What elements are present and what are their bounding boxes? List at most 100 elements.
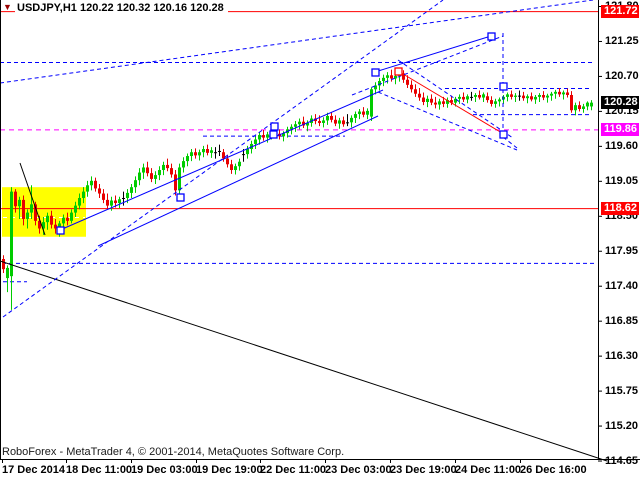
candle-body (482, 94, 485, 98)
candle-body (202, 149, 205, 153)
candle-body (330, 115, 333, 120)
trendline[interactable] (19, 162, 46, 236)
candle-body (358, 111, 361, 115)
trendline[interactable] (351, 35, 504, 96)
candle-body (546, 95, 549, 98)
candle-body (262, 135, 265, 138)
candle-body (438, 101, 441, 105)
candle-body (30, 204, 33, 213)
candle-body (522, 95, 525, 99)
anchor-square-handle[interactable] (56, 226, 65, 235)
candle-body (534, 96, 537, 100)
candle-body (178, 167, 181, 191)
candle-body (542, 94, 545, 98)
candle-body (142, 167, 145, 173)
candle-body (94, 180, 97, 189)
candle-body (114, 200, 117, 204)
candle-body (498, 99, 501, 102)
trendline[interactable] (0, 0, 594, 84)
candle-body (222, 152, 225, 159)
trendline[interactable] (0, 260, 608, 462)
candle-body (530, 96, 533, 100)
candle-body (326, 115, 329, 121)
candle-body (374, 85, 377, 90)
candle-body (234, 166, 237, 171)
candle-body (182, 161, 185, 168)
time-tick-label: 24 Dec 11:00 (455, 464, 522, 476)
candle-body (478, 94, 481, 98)
candle-body (586, 102, 589, 107)
candle-body (42, 222, 45, 229)
symbol-dropdown-arrow-icon[interactable]: ▼ (3, 2, 12, 12)
candle-body (86, 185, 89, 192)
candle-body (402, 73, 405, 80)
candle-body (82, 191, 85, 198)
candle-body (38, 220, 41, 229)
candle-body (570, 94, 573, 111)
candle-body (46, 215, 49, 223)
candle-body (378, 81, 381, 86)
candle-body (58, 223, 61, 229)
candle-body (6, 267, 9, 279)
price-tick-label: 115.75 (605, 384, 639, 397)
candle-body (174, 174, 177, 191)
candle-body (170, 168, 173, 175)
price-tick-label: 120.70 (605, 69, 639, 82)
anchor-square-handle[interactable] (487, 32, 496, 41)
candle-body (366, 110, 369, 115)
price-tag: 118.62 (601, 201, 639, 215)
candle-body (334, 119, 337, 124)
candle-body (458, 96, 461, 99)
candle-body (110, 200, 113, 206)
candle-body (130, 187, 133, 193)
trendline[interactable] (97, 115, 379, 247)
candle-body (406, 79, 409, 85)
trendline[interactable] (397, 70, 503, 134)
candle-body (430, 98, 433, 103)
trendline[interactable] (397, 59, 514, 139)
candle-body (282, 133, 285, 137)
time-tick-label: 23 Dec 19:00 (390, 464, 457, 476)
candle-body (426, 98, 429, 102)
candle-body (322, 120, 325, 123)
price-tick-label: 115.20 (605, 419, 639, 432)
candle-body (474, 94, 477, 97)
close-value: 120.28 (190, 2, 224, 14)
candle-body (554, 91, 557, 94)
candle-body (18, 199, 21, 207)
candle-body (62, 217, 65, 224)
anchor-square-handle[interactable] (270, 122, 279, 131)
candle-body (578, 105, 581, 109)
candle-body (386, 75, 389, 78)
candle-body (226, 158, 229, 165)
price-tick-label: 119.05 (605, 174, 639, 187)
anchor-square-handle[interactable] (371, 68, 380, 77)
candle-body (410, 84, 413, 90)
anchor-square-handle[interactable] (176, 193, 185, 202)
candle-body (230, 164, 233, 171)
trendline[interactable] (2, 0, 444, 318)
anchor-square-handle[interactable] (269, 130, 278, 139)
trendline[interactable] (374, 35, 492, 73)
price-tick-label: 119.60 (605, 139, 639, 152)
anchor-square-handle[interactable] (499, 82, 508, 91)
candle-body (354, 114, 357, 118)
candle-body (90, 180, 93, 186)
candle-body (550, 93, 553, 96)
candle-body (562, 92, 565, 95)
candle-body (70, 212, 73, 221)
price-tag: 120.28 (601, 96, 639, 110)
copyright-text: RoboForex - MetaTrader 4, © 2001-2014, M… (2, 446, 345, 458)
candle-body (462, 96, 465, 100)
candle-body (266, 134, 269, 138)
symbol-timeframe-label: USDJPY,H1 (17, 2, 77, 14)
candle-body (10, 191, 13, 277)
candle-body (510, 94, 513, 97)
candle-body (442, 101, 445, 104)
candle-body (50, 215, 53, 225)
anchor-square-handle[interactable] (499, 130, 508, 139)
trendline[interactable] (502, 136, 518, 149)
candle-body (446, 100, 449, 104)
anchor-square-handle[interactable] (394, 67, 403, 76)
